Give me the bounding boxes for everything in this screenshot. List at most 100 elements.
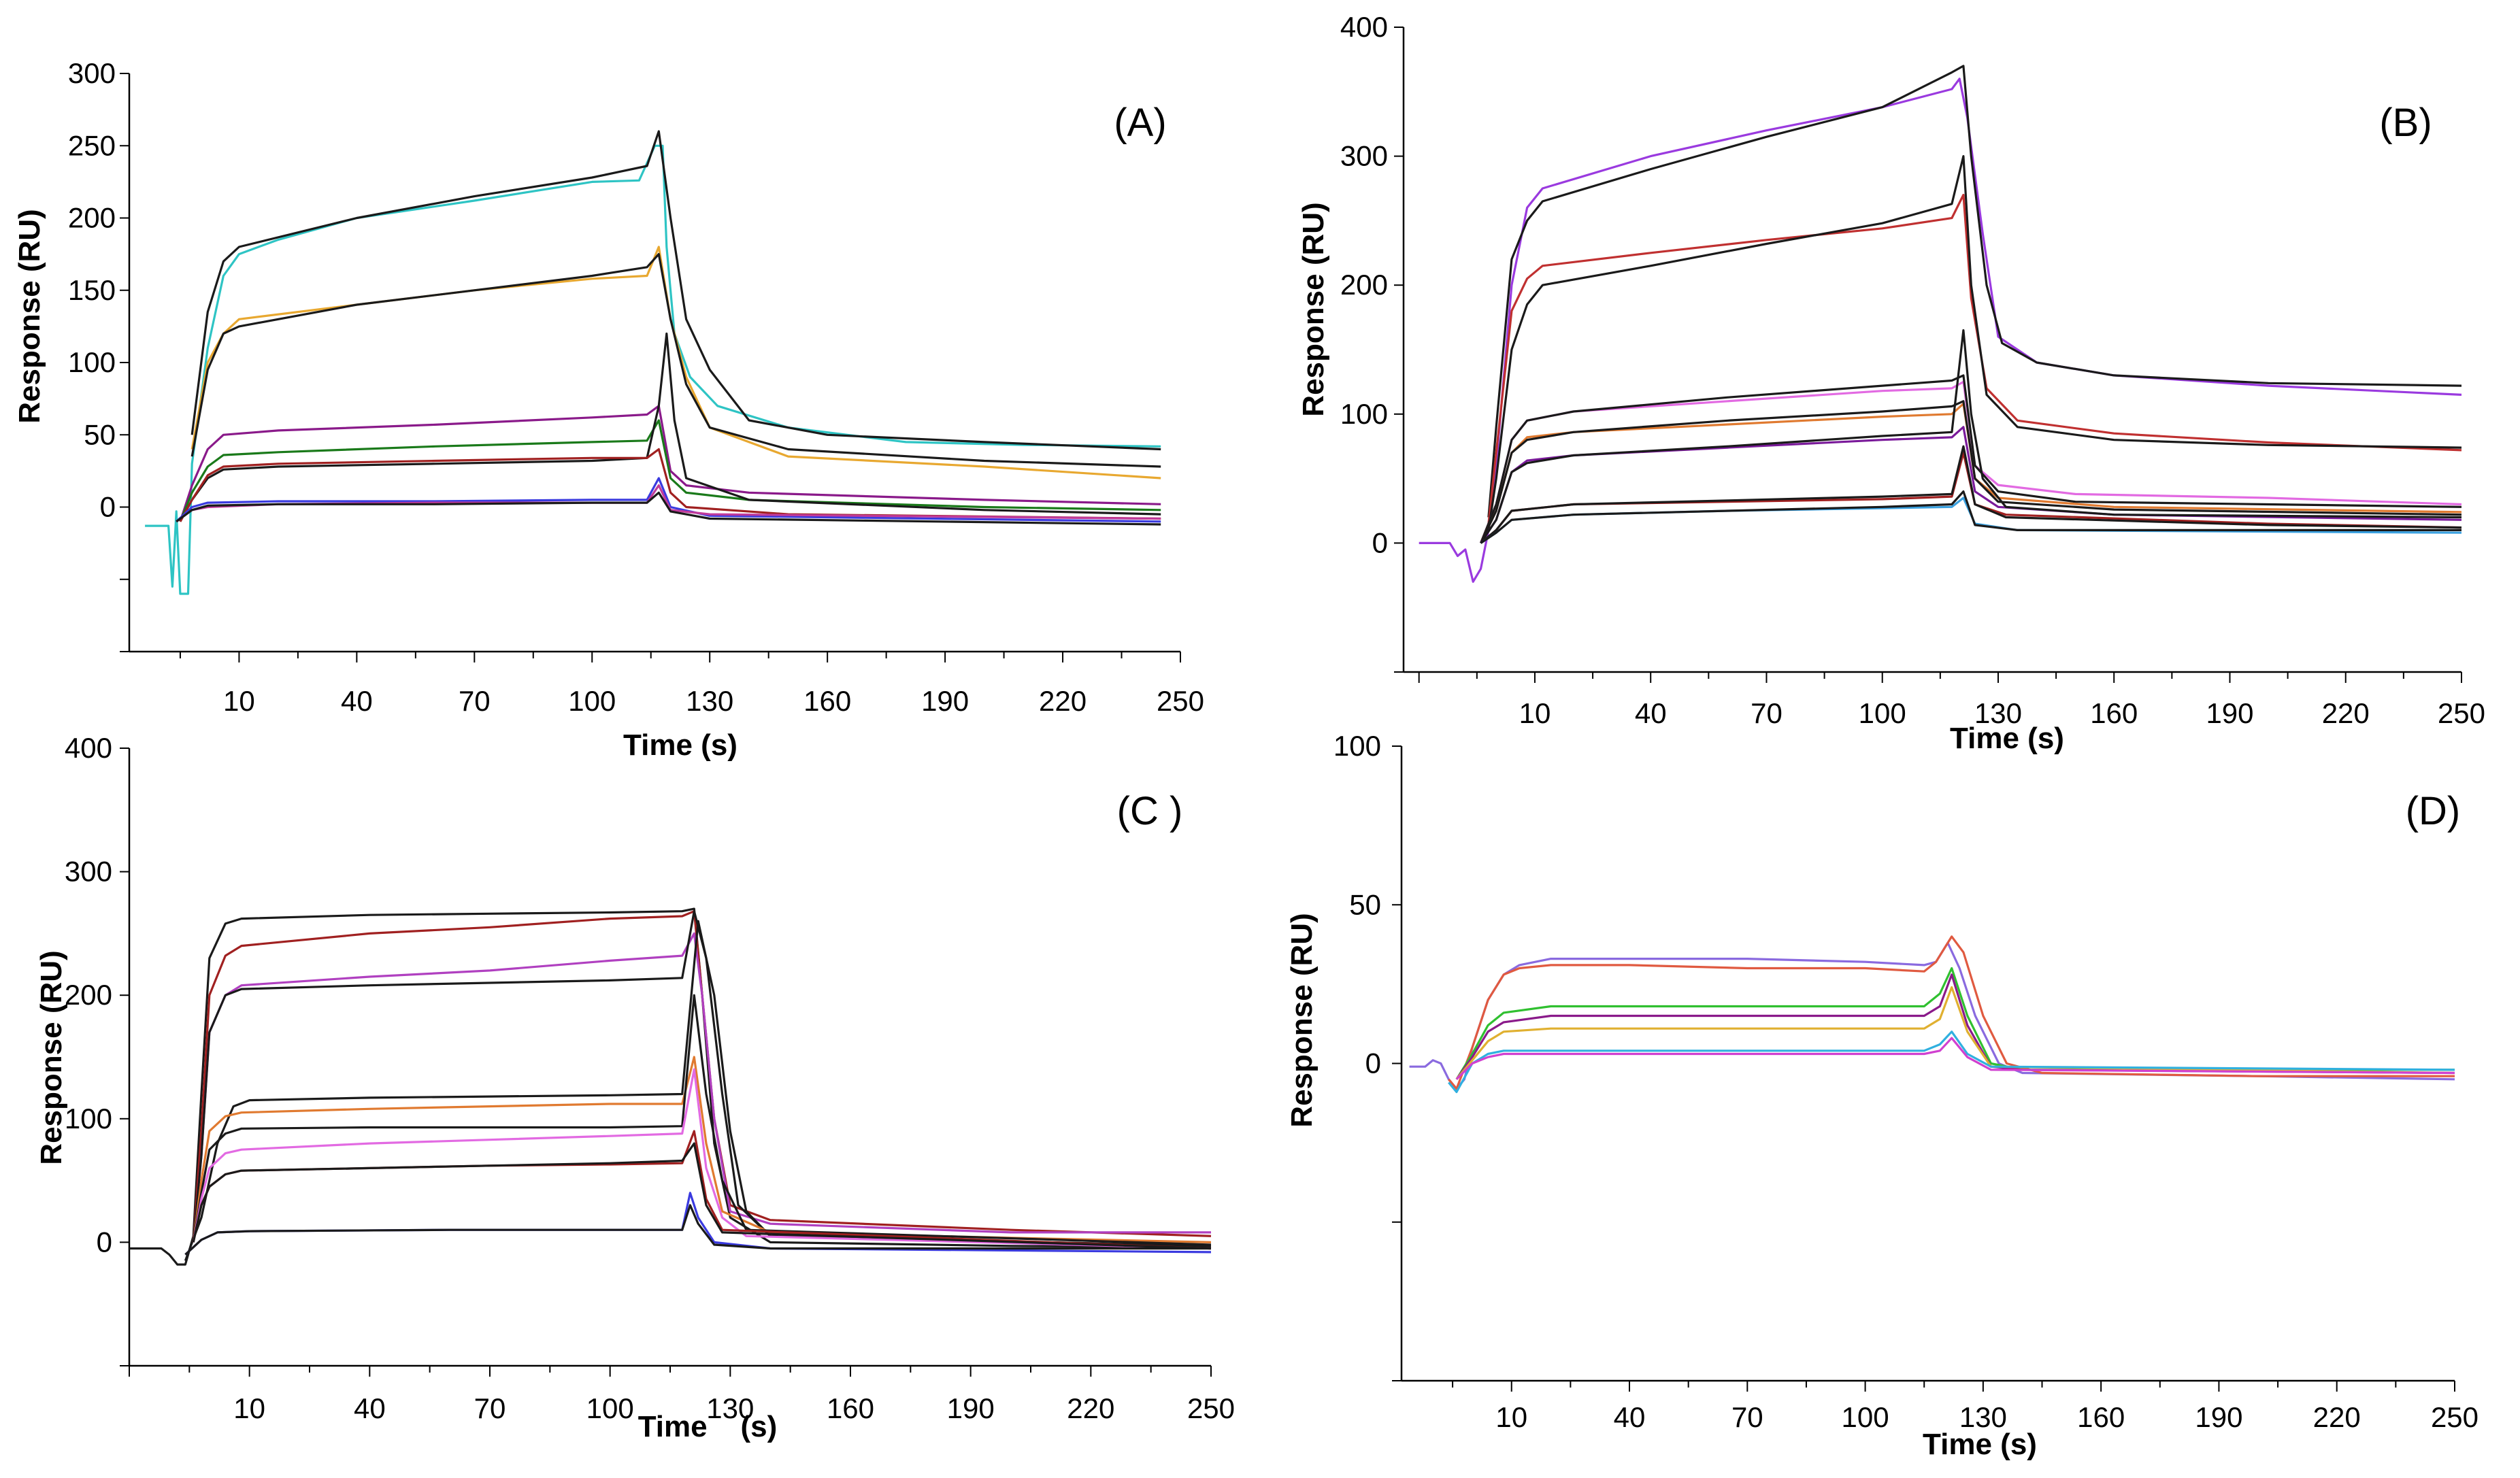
x-tick-label-c: 70 [474, 1392, 506, 1424]
y-tick-label-c: 400 [65, 732, 112, 764]
series-line-d-3 [1455, 967, 2455, 1080]
series-line-d-5 [1455, 986, 2455, 1080]
y-tick-label-a: 200 [68, 202, 116, 234]
y-axis-title-c: Response (RU) [35, 950, 68, 1164]
y-tick-label-a: 150 [68, 274, 116, 306]
y-tick-label-b: 0 [1372, 526, 1388, 558]
y-tick-label-b: 300 [1340, 140, 1388, 172]
series-line-d-4 [1455, 973, 2455, 1080]
x-tick-label-a: 40 [341, 685, 373, 717]
panel-b: (B) Time (s) Response (RU) 0 100 200 300 400… [1297, 11, 2485, 755]
x-tick-label-d: 40 [1614, 1401, 1646, 1433]
y-tick-label-c: 300 [65, 856, 112, 888]
series-line-a-1 [145, 144, 1161, 595]
y-tick-label-b: 200 [1340, 269, 1388, 301]
series-line-c-8 [192, 1068, 1212, 1250]
series-line-d-7 [1455, 1037, 2455, 1080]
x-tick-label-b: 100 [1859, 697, 1906, 729]
series-line-c-12 [184, 1204, 1211, 1256]
x-tick-label-c: 250 [1187, 1392, 1235, 1424]
y-tick-label-a: 100 [68, 346, 116, 378]
x-axis-title-b: Time (s) [1950, 722, 2064, 755]
panel-c: (C ) Time (s) Response (RU) 0 100 200 300 40… [35, 732, 1235, 1443]
series-line-a-5 [179, 405, 1161, 522]
y-tick-label-c: 100 [65, 1103, 112, 1135]
x-tick-label-b: 40 [1635, 697, 1667, 729]
series-line-b-3 [1487, 193, 2462, 524]
x-tick-label-b: 10 [1519, 697, 1551, 729]
x-tick-label-c: 220 [1067, 1392, 1114, 1424]
series-line-b-14 [1480, 490, 2461, 544]
series-line-d-6 [1448, 1030, 2455, 1094]
panel-label-b: (B) [2379, 101, 2432, 145]
y-tick-label-d: 0 [1365, 1047, 1381, 1079]
series-line-d-2 [1448, 935, 2455, 1090]
series-line-c-2 [192, 910, 1212, 1243]
x-tick-label-d: 160 [2077, 1401, 2125, 1433]
series-group-a [145, 130, 1161, 595]
series-line-b-12 [1480, 445, 2462, 544]
y-tick-label-c: 200 [65, 979, 112, 1011]
series-line-c-1 [129, 907, 1212, 1266]
x-tick-label-b: 190 [2206, 697, 2253, 729]
x-tick-label-a: 130 [686, 685, 733, 717]
series-line-b-2 [1487, 65, 2462, 518]
series-line-c-5 [184, 920, 1212, 1262]
x-tick-label-d: 70 [1731, 1401, 1763, 1433]
y-tick-label-a: 0 [100, 491, 116, 523]
series-line-b-1 [1419, 78, 2462, 583]
x-tick-label-b: 160 [2090, 697, 2138, 729]
x-tick-label-c: 130 [706, 1392, 754, 1424]
x-tick-label-d: 130 [1959, 1401, 2007, 1433]
panel-label-a: (A) [1114, 101, 1166, 145]
x-tick-label-a: 100 [568, 685, 616, 717]
x-tick-label-a: 250 [1157, 685, 1204, 717]
x-tick-label-a: 190 [921, 685, 969, 717]
series-group-d [1409, 935, 2455, 1094]
x-tick-label-b: 250 [2438, 697, 2485, 729]
series-line-a-6 [179, 419, 1161, 522]
y-tick-label-a: 250 [68, 129, 116, 161]
x-tick-label-b: 70 [1751, 697, 1783, 729]
series-line-d-1 [1409, 941, 2455, 1090]
series-group-c [129, 907, 1212, 1266]
panel-d: (D) Time (s) Response (RU) 0 50 100 10 40 70 1… [1285, 730, 2478, 1461]
x-axis-title-d: Time (s) [1923, 1428, 2037, 1461]
x-tick-label-d: 190 [2195, 1401, 2242, 1433]
x-tick-label-c: 160 [827, 1392, 874, 1424]
x-tick-label-d: 100 [1842, 1401, 1889, 1433]
series-line-a-2 [190, 130, 1161, 451]
x-axis-title-a: Time (s) [623, 728, 737, 762]
series-line-c-7 [192, 994, 1212, 1246]
y-tick-label-b: 100 [1340, 398, 1388, 430]
series-line-a-8 [179, 448, 1161, 522]
series-line-b-4 [1487, 155, 2462, 531]
x-tick-label-a: 220 [1039, 685, 1087, 717]
panel-a: (A) Time (s) Response (RU) 0 50 100 150 200 2… [13, 57, 1204, 762]
x-tick-label-c: 10 [233, 1392, 265, 1424]
series-line-c-6 [192, 1056, 1212, 1243]
x-tick-label-d: 220 [2313, 1401, 2361, 1433]
x-tick-label-b: 220 [2322, 697, 2370, 729]
y-tick-label-c: 0 [97, 1226, 112, 1258]
series-line-a-9 [176, 477, 1161, 523]
y-tick-label-d: 50 [1349, 888, 1381, 920]
y-tick-label-d: 100 [1333, 730, 1381, 762]
series-line-b-10 [1480, 329, 2462, 544]
x-axis-title-c: Time (s) [638, 1410, 778, 1443]
y-axis-title-d: Response (RU) [1285, 913, 1319, 1127]
series-line-c-3 [192, 932, 1211, 1243]
series-group-b [1419, 65, 2462, 583]
series-line-c-10 [192, 1142, 1212, 1250]
y-tick-label-b: 400 [1340, 11, 1388, 43]
x-tick-label-a: 10 [223, 685, 255, 717]
x-tick-label-c: 40 [354, 1392, 386, 1424]
x-tick-label-a: 160 [803, 685, 851, 717]
y-axis-title-b: Response (RU) [1297, 202, 1330, 416]
x-tick-label-a: 70 [459, 685, 491, 717]
x-tick-label-d: 10 [1495, 1401, 1527, 1433]
series-line-a-11 [176, 491, 1161, 526]
series-line-b-8 [1480, 400, 2462, 544]
x-tick-label-c: 190 [947, 1392, 995, 1424]
